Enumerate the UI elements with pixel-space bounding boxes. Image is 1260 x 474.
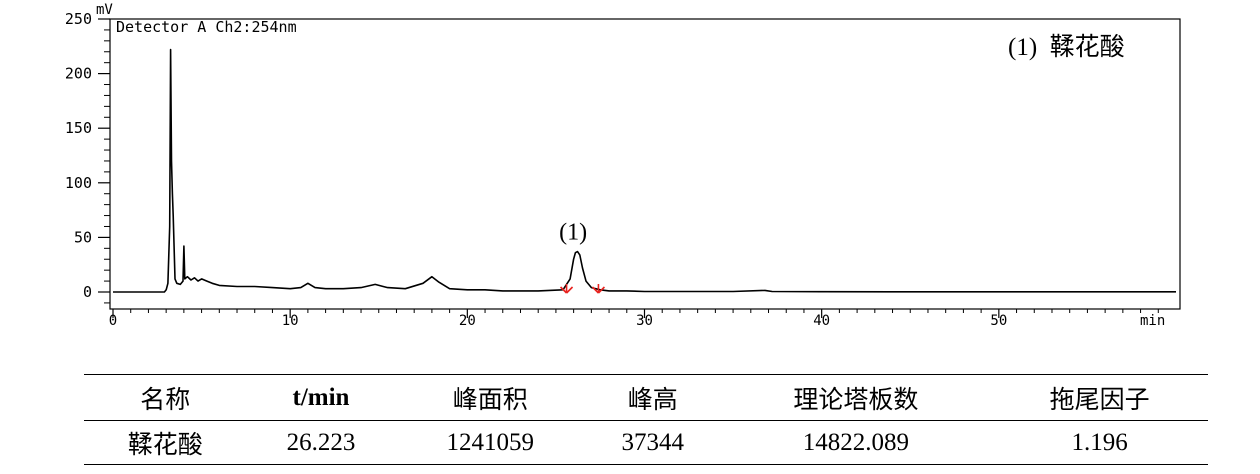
header-name: 名称 [84,374,247,421]
integration-mark [597,286,606,294]
x-tick-label: 20 [459,313,476,329]
x-tick-label: 40 [813,313,830,329]
table-header-row: 名称 t/min 峰面积 峰高 理论塔板数 拖尾因子 [84,374,1208,421]
results-table: 名称 t/min 峰面积 峰高 理论塔板数 拖尾因子 鞣花酸 26.223 12… [84,374,1208,465]
y-tick-label: 250 [65,10,92,28]
cell-tailing-factor: 1.196 [991,420,1208,465]
integration-marks [559,284,606,294]
y-tick-label: 0 [83,283,92,301]
y-tick-label: 200 [65,65,92,83]
cell-theoretical-plates: 14822.089 [720,420,992,465]
y-tick-label: 150 [65,119,92,137]
header-tailing-factor: 拖尾因子 [991,374,1208,421]
x-axis: 0 10 20 30 40 50 [109,309,1159,329]
legend-text: (1) 鞣花酸 [1008,33,1125,61]
cell-peak-height: 37344 [585,420,721,465]
cell-retention-time: 26.223 [246,420,396,465]
header-theoretical-plates: 理论塔板数 [720,374,992,421]
header-peak-height: 峰高 [585,374,721,421]
chromatogram-trace [113,48,1176,293]
header-retention-time: t/min [246,374,396,421]
cell-peak-area: 1241059 [395,420,586,465]
x-tick-label: 50 [990,313,1007,329]
y-tick-label: 50 [74,228,92,246]
x-tick-label: 0 [109,313,117,329]
y-unit-label: mV [96,2,113,18]
detector-label: Detector A Ch2:254nm [116,18,297,36]
x-tick-label: 10 [282,313,299,329]
table-row: 鞣花酸 26.223 1241059 37344 14822.089 1.196 [84,420,1208,465]
plot-frame [109,18,1181,310]
x-unit-label: min [1140,313,1165,329]
peak-label: (1) [559,220,587,246]
integration-mark [591,286,600,294]
integration-mark [559,286,568,294]
cell-name: 鞣花酸 [84,420,247,465]
header-peak-area: 峰面积 [395,374,586,421]
integration-mark [565,286,574,294]
x-tick-label: 30 [636,313,653,329]
y-tick-label: 100 [65,174,92,192]
y-axis: 0 50 100 150 200 250 [65,10,110,304]
